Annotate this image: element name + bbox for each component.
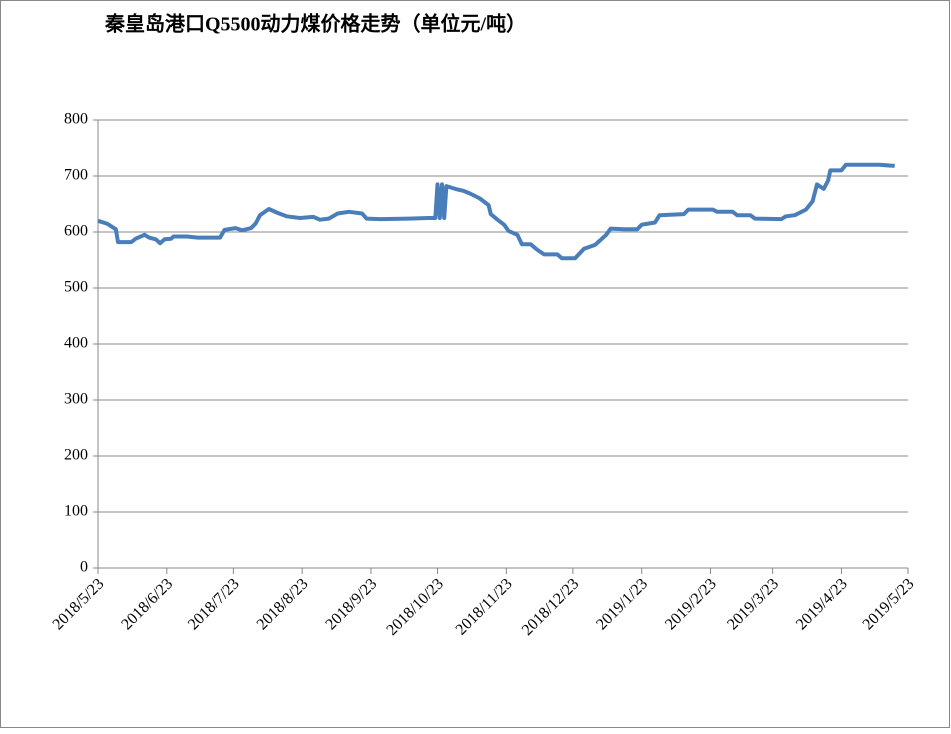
y-tick-label: 100: [64, 503, 88, 520]
price-line: [97, 162, 895, 261]
chart-title: 秦皇岛港口Q5500动力煤价格走势（单位元/吨）: [104, 12, 526, 36]
y-tick-label: 200: [64, 447, 88, 464]
y-tick-label: 500: [64, 279, 88, 296]
y-tick-label: 700: [64, 167, 88, 184]
y-tick-label: 300: [64, 391, 88, 408]
y-tick-label: 400: [64, 335, 88, 352]
y-tick-label: 800: [64, 111, 88, 128]
y-tick-label: 600: [64, 223, 88, 240]
y-tick-label: 0: [80, 559, 88, 576]
